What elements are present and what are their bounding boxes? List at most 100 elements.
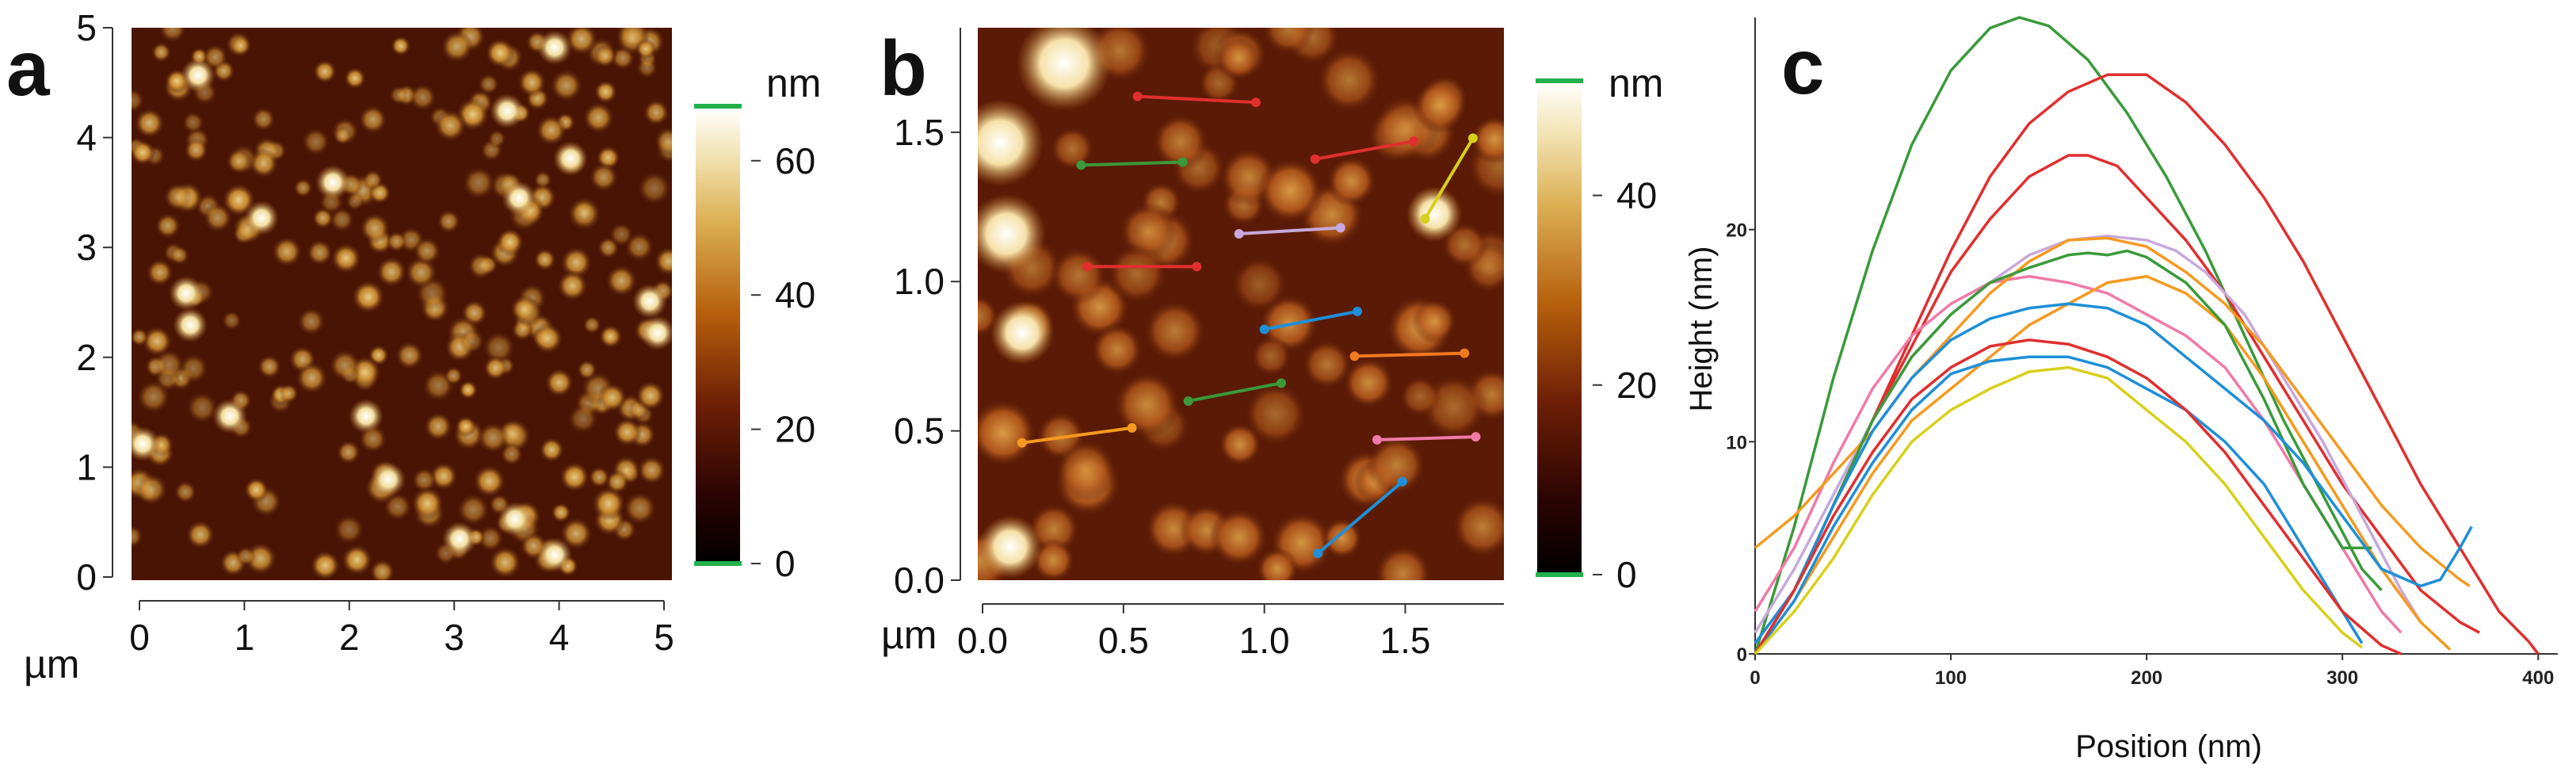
particle [328, 349, 361, 382]
particle [484, 37, 516, 68]
panel-b-image [978, 28, 1504, 580]
particle [158, 28, 188, 44]
particle [202, 202, 233, 233]
panel-c-letter: c [1781, 23, 1825, 110]
particle [1049, 247, 1108, 304]
particle [623, 491, 658, 525]
panel-a-colorbar-unit: nm [766, 61, 821, 105]
particle [459, 328, 486, 354]
particle [132, 426, 160, 461]
panel-b-colorbar-gradient [1537, 82, 1582, 575]
y-tick-label: 0.0 [894, 560, 945, 601]
particle [532, 322, 564, 354]
profile-line-stroke [1376, 435, 1476, 441]
particle [642, 98, 670, 127]
particle [132, 524, 143, 548]
profile-line-stroke [1188, 381, 1282, 403]
particle [1302, 338, 1353, 390]
y-tick-label: 0 [76, 556, 97, 598]
y-tick-label: 3 [76, 227, 97, 268]
particle [173, 308, 208, 342]
profile-line-endpoint [1076, 160, 1086, 170]
particle [559, 461, 590, 493]
particle [1257, 157, 1324, 224]
particle [132, 327, 149, 347]
profile-line-endpoint [1460, 348, 1470, 358]
particle [654, 246, 672, 277]
particle [395, 341, 425, 370]
particle [1326, 155, 1378, 207]
panel-a-colorbar-ticks: 0 20 40 60 [751, 140, 815, 584]
profile-line-endpoint [1349, 351, 1360, 361]
profile-line-stroke [1137, 94, 1257, 105]
particle [476, 421, 509, 454]
particle [315, 165, 350, 200]
particle [271, 235, 303, 268]
particle [490, 94, 525, 128]
panel-b-colorbar-ticks: 0 20 40 [1593, 175, 1657, 595]
particle [351, 279, 386, 315]
particle [605, 264, 638, 297]
profile-line [1132, 91, 1261, 108]
x-tick-label: 1 [235, 617, 255, 658]
profile-line-endpoint [1132, 91, 1143, 101]
particle [609, 222, 634, 247]
particle [278, 383, 300, 404]
particle [635, 56, 658, 79]
profile-line-endpoint [1310, 154, 1320, 164]
profile-line-stroke [1354, 351, 1465, 358]
profile-line [1313, 476, 1407, 559]
particle [549, 68, 583, 103]
particle [134, 107, 166, 139]
particle [152, 348, 185, 382]
profile-line [1017, 422, 1137, 448]
profile-line-endpoint [1471, 432, 1481, 442]
particle [330, 242, 362, 274]
panel-c-line-chart: 0 100 200 300 400 0 10 20 [1726, 16, 2558, 689]
colorbar-tick-label: 0 [775, 543, 796, 584]
profile-line-endpoint [1353, 306, 1363, 316]
y-tick-label: 1.5 [894, 112, 945, 153]
particle [423, 411, 453, 441]
profile-line-endpoint [1192, 262, 1202, 272]
particle [1017, 28, 1112, 111]
particle [181, 111, 205, 134]
particle [312, 59, 338, 84]
particle [1250, 335, 1292, 377]
panel-b-particles [978, 28, 1504, 580]
colorbar-tick-label: 40 [1616, 175, 1657, 216]
particle [212, 399, 247, 434]
particle [1143, 299, 1208, 364]
particle [433, 109, 467, 143]
x-tick-label: 1.5 [1380, 620, 1431, 661]
particle [185, 391, 219, 425]
particle [1106, 243, 1168, 305]
particle [358, 105, 388, 135]
panel-a-image [132, 28, 672, 580]
particle [483, 355, 509, 381]
particle [582, 315, 602, 334]
particle [174, 480, 197, 504]
particle [456, 492, 490, 527]
x-tick-label: 0.5 [1098, 620, 1149, 661]
profile-line-endpoint [1335, 223, 1345, 233]
particle [1242, 381, 1308, 447]
particle [1255, 547, 1299, 580]
profile-line [1082, 262, 1202, 272]
particle [292, 178, 314, 198]
panel-a-colorbar-gradient [696, 107, 740, 564]
particle [588, 162, 619, 193]
particle [440, 29, 474, 63]
particle [1321, 517, 1364, 560]
panel-b-x-unit: µm [881, 613, 937, 657]
particle [559, 516, 593, 551]
height-profile-line [1754, 154, 2481, 655]
height-profile-line [1754, 236, 2471, 587]
particle [544, 367, 574, 398]
profile-line-stroke [1316, 480, 1404, 555]
particle [244, 201, 279, 235]
profile-line-endpoint [1251, 97, 1261, 108]
profile-line-endpoint [1082, 262, 1092, 272]
particle [1031, 538, 1076, 580]
y-tick-label: 1.0 [894, 261, 945, 302]
